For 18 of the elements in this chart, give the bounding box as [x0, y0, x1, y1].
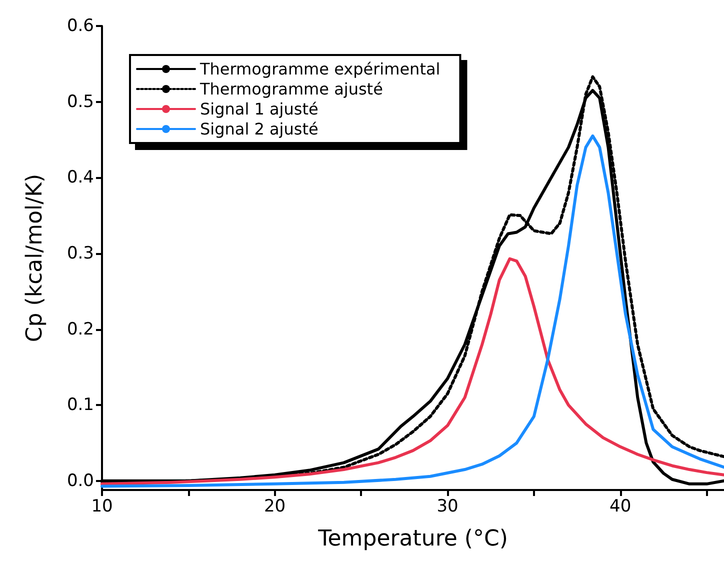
y-tick-label: 0.6: [66, 16, 94, 36]
line-series: [100, 257, 724, 486]
y-tick-label: 0.4: [66, 168, 94, 188]
x-tick-label: 30: [436, 496, 458, 516]
x-tick-label: 20: [264, 496, 286, 516]
x-tick-label: 40: [610, 496, 632, 516]
legend-label: Thermogramme ajusté: [199, 80, 383, 98]
y-tick-label: 0.2: [66, 319, 94, 340]
y-tick-label: 0.0: [66, 470, 94, 491]
x-axis-title: Temperature (°C): [317, 526, 508, 552]
legend-label: Thermogramme expérimental: [199, 60, 440, 78]
y-axis-title: Cp (kcal/mol/K): [22, 174, 48, 342]
y-tick-label: 0.3: [66, 243, 94, 264]
x-tick-label: 10: [91, 496, 113, 516]
legend-label: Signal 2 ajusté: [200, 120, 318, 138]
y-tick-label: 0.5: [66, 92, 94, 112]
legend-label: Signal 1 ajusté: [200, 100, 318, 118]
y-tick-label: 0.1: [66, 395, 94, 416]
